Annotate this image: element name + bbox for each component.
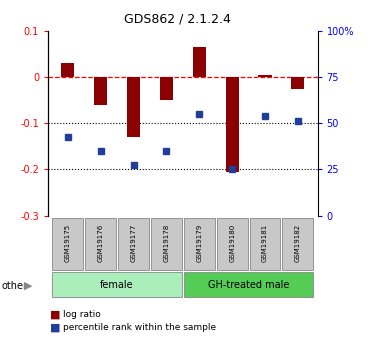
Text: GH-treated male: GH-treated male bbox=[208, 280, 289, 289]
Text: GDS862 / 2.1.2.4: GDS862 / 2.1.2.4 bbox=[124, 12, 231, 25]
Text: log ratio: log ratio bbox=[63, 310, 100, 319]
FancyBboxPatch shape bbox=[85, 218, 116, 270]
FancyBboxPatch shape bbox=[52, 218, 83, 270]
Bar bbox=[258, 75, 271, 77]
Bar bbox=[193, 47, 206, 77]
Bar bbox=[160, 77, 173, 100]
Bar bbox=[226, 77, 239, 172]
Text: GSM19179: GSM19179 bbox=[196, 224, 202, 262]
Text: GSM19177: GSM19177 bbox=[131, 224, 137, 262]
Text: ▶: ▶ bbox=[24, 281, 32, 290]
FancyBboxPatch shape bbox=[184, 218, 215, 270]
FancyBboxPatch shape bbox=[283, 218, 313, 270]
FancyBboxPatch shape bbox=[184, 272, 313, 297]
Bar bbox=[61, 63, 74, 77]
FancyBboxPatch shape bbox=[249, 218, 281, 270]
Bar bbox=[94, 77, 107, 105]
Text: percentile rank within the sample: percentile rank within the sample bbox=[63, 323, 216, 332]
FancyBboxPatch shape bbox=[217, 218, 248, 270]
Text: ■: ■ bbox=[50, 310, 60, 319]
Text: GSM19180: GSM19180 bbox=[229, 224, 235, 262]
Text: ■: ■ bbox=[50, 323, 60, 333]
Bar bbox=[291, 77, 305, 89]
Bar bbox=[127, 77, 140, 137]
Text: other: other bbox=[2, 281, 28, 290]
Text: GSM19181: GSM19181 bbox=[262, 224, 268, 262]
Text: female: female bbox=[100, 280, 134, 289]
Text: GSM19176: GSM19176 bbox=[98, 224, 104, 262]
FancyBboxPatch shape bbox=[52, 272, 182, 297]
Text: GSM19182: GSM19182 bbox=[295, 224, 301, 262]
Text: GSM19175: GSM19175 bbox=[65, 224, 71, 262]
Text: GSM19178: GSM19178 bbox=[164, 224, 169, 262]
FancyBboxPatch shape bbox=[118, 218, 149, 270]
FancyBboxPatch shape bbox=[151, 218, 182, 270]
